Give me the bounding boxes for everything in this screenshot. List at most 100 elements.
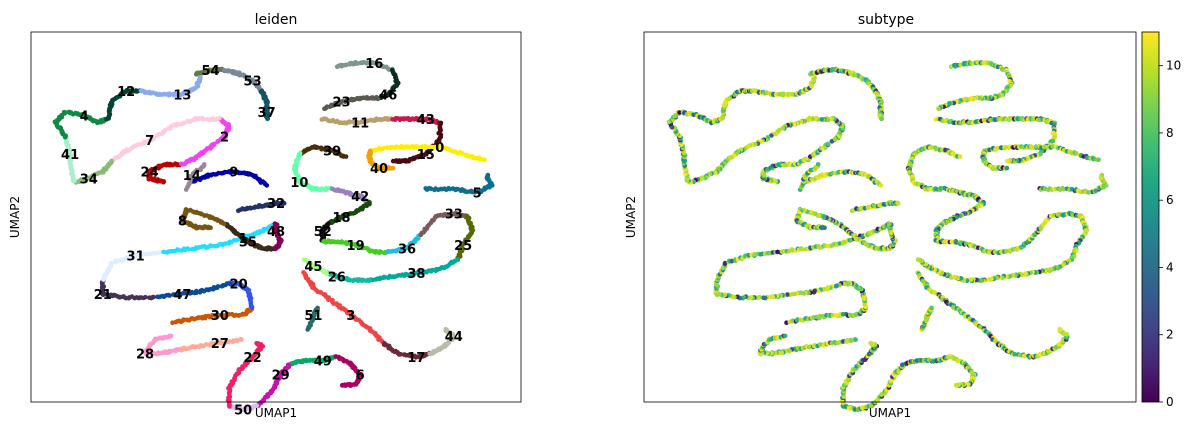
cluster-label: 25 — [454, 239, 472, 254]
leiden-point — [339, 382, 345, 388]
cluster-label: 6 — [356, 369, 365, 384]
cluster-label: 8 — [178, 215, 187, 230]
leiden-point — [315, 305, 320, 311]
cluster-label: 44 — [445, 330, 463, 345]
cluster-label: 26 — [328, 271, 346, 286]
leiden-point — [340, 240, 345, 245]
cluster-label: 33 — [445, 208, 463, 223]
cluster-label: 54 — [201, 64, 219, 79]
leiden-point — [216, 313, 222, 318]
cluster-label: 52 — [314, 225, 332, 240]
cluster-label: 30 — [211, 309, 229, 324]
cluster-label: 48 — [267, 225, 285, 240]
cluster-label: 20 — [230, 278, 248, 293]
cluster-label: 42 — [351, 190, 369, 205]
cluster-label: 28 — [136, 348, 154, 363]
leiden-point — [264, 183, 270, 188]
leiden-title: leiden — [255, 12, 298, 28]
cluster-label: 7 — [145, 134, 154, 149]
leiden-point — [108, 260, 114, 266]
leiden-point — [147, 295, 152, 301]
leiden-point — [272, 221, 278, 226]
leiden-point — [208, 225, 213, 230]
leiden-point — [168, 333, 174, 339]
leiden-point — [381, 145, 387, 151]
cluster-label: 43 — [417, 113, 435, 128]
cluster-label: 15 — [417, 148, 435, 163]
cluster-label: 21 — [94, 288, 112, 303]
subtype-panel: subtype UMAP1 UMAP2 — [624, 12, 1137, 420]
cluster-label: 29 — [272, 369, 290, 384]
leiden-point — [115, 258, 121, 264]
cluster-label: 4 — [80, 110, 89, 125]
leiden-point — [398, 352, 404, 357]
leiden-point — [201, 162, 207, 167]
subtype-point — [900, 362, 905, 368]
cluster-label: 45 — [304, 260, 322, 275]
subtype-title: subtype — [858, 12, 914, 28]
cluster-label: 13 — [173, 89, 191, 104]
leiden-point — [205, 117, 210, 122]
cluster-label: 23 — [332, 96, 350, 111]
leiden-point — [219, 284, 225, 289]
leiden-point — [254, 340, 259, 346]
leiden-point — [202, 213, 208, 218]
subtype-point — [1099, 172, 1105, 178]
cluster-label: 12 — [117, 85, 135, 100]
subtype-point — [1096, 157, 1101, 163]
subtype-point — [878, 183, 884, 188]
cluster-label: 53 — [244, 75, 262, 90]
leiden-point — [408, 353, 414, 359]
leiden-points — [52, 59, 495, 413]
leiden-point — [326, 297, 331, 303]
cluster-label: 19 — [347, 239, 365, 254]
leiden-ylabel: UMAP2 — [8, 196, 22, 238]
subtype-point — [822, 225, 827, 230]
leiden-point — [171, 292, 176, 297]
leiden-point — [172, 348, 177, 353]
cluster-label: 14 — [183, 169, 201, 184]
cluster-label: 41 — [61, 148, 79, 163]
cluster-label: 38 — [407, 267, 425, 282]
cluster-label: 3 — [346, 309, 355, 324]
cluster-label: 2 — [220, 131, 229, 146]
cluster-label: 39 — [323, 145, 341, 160]
cluster-label: 47 — [173, 288, 191, 303]
subtype-point — [957, 154, 963, 159]
leiden-point — [443, 326, 449, 332]
subtype-point — [815, 162, 821, 167]
cluster-label: 50 — [234, 404, 252, 419]
leiden-point — [315, 145, 321, 150]
cluster-label: 10 — [290, 176, 308, 191]
leiden-point — [281, 200, 286, 206]
cluster-label: 5 — [473, 187, 482, 202]
leiden-point — [301, 257, 307, 262]
subtype-point — [929, 305, 934, 311]
subtype-point — [936, 106, 941, 112]
subtype-point — [761, 295, 766, 301]
cluster-label: 34 — [80, 173, 98, 188]
cluster-label: 11 — [351, 117, 369, 132]
leiden-point — [197, 290, 203, 295]
leiden-point — [235, 338, 240, 344]
subtype-point — [1057, 326, 1062, 332]
leiden-point — [286, 362, 291, 368]
cluster-label: 32 — [267, 197, 285, 212]
leiden-point — [239, 337, 244, 343]
leiden-point — [343, 154, 349, 159]
subtype-point — [1004, 158, 1010, 164]
cluster-label: 49 — [314, 355, 332, 370]
cluster-label: 46 — [379, 89, 397, 104]
cluster-label: 37 — [258, 106, 276, 121]
cluster-label: 17 — [407, 351, 425, 366]
cluster-label: 22 — [244, 351, 262, 366]
cluster-label: 18 — [332, 211, 350, 226]
cluster-label: 51 — [304, 309, 322, 324]
subtype-point — [782, 333, 788, 339]
leiden-point — [390, 165, 396, 171]
leiden-point — [254, 403, 260, 408]
subtype-point — [895, 200, 900, 206]
leiden-xlabel: UMAP1 — [255, 406, 297, 420]
cluster-label: 31 — [127, 250, 145, 265]
